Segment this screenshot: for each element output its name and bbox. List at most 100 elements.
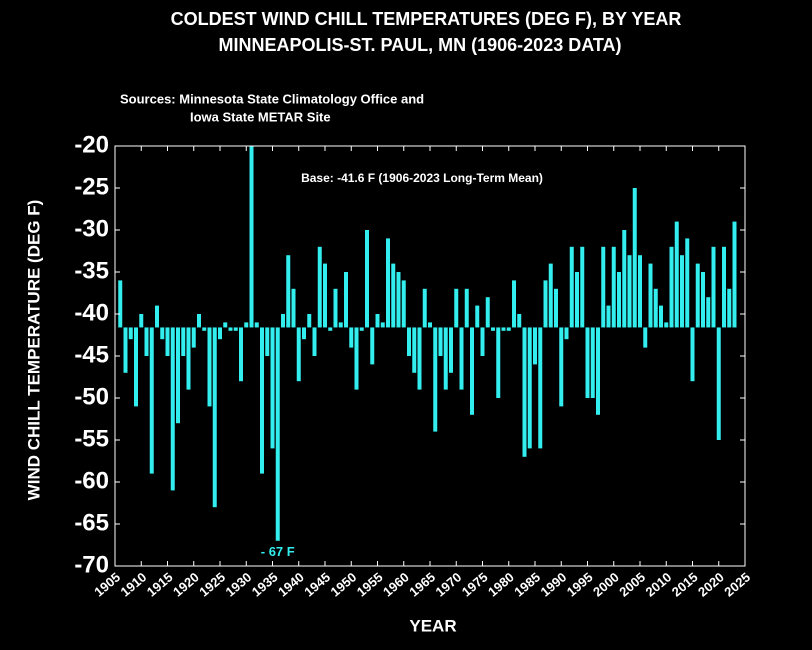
bar [223, 322, 228, 328]
y-tick-label: -20 [74, 131, 109, 158]
bar [149, 327, 154, 474]
bar [323, 263, 327, 328]
bar [155, 305, 159, 328]
bar [554, 288, 558, 328]
bar [543, 280, 548, 328]
bar [307, 314, 312, 328]
bar [349, 327, 354, 348]
y-tick-label: -25 [74, 173, 109, 200]
bar [617, 272, 621, 328]
bar [496, 327, 501, 398]
bar [449, 327, 453, 373]
bar [559, 327, 564, 407]
bar [454, 288, 459, 328]
chart-subtitle: MINNEAPOLIS-ST. PAUL, MN (1906-2023 DATA… [218, 35, 621, 55]
bar [643, 327, 648, 348]
y-tick-label: -70 [74, 551, 109, 578]
bar [375, 314, 380, 328]
bar [254, 322, 259, 328]
bar [354, 327, 359, 390]
bar [338, 322, 343, 328]
bar [197, 314, 201, 328]
bar [711, 246, 716, 328]
bar [674, 221, 679, 328]
y-tick-label: -30 [74, 215, 109, 242]
bar [134, 327, 138, 407]
bar [281, 314, 285, 328]
bar [575, 272, 579, 328]
bar [386, 238, 390, 328]
y-axis-label: WIND CHILL TEMPERATURE (DEG F) [24, 200, 43, 501]
bar [212, 327, 217, 508]
bar [218, 327, 222, 340]
x-axis-label: YEAR [409, 616, 456, 635]
source-note: Iowa State METAR Site [190, 109, 331, 124]
bar [517, 314, 522, 328]
bar [139, 314, 144, 328]
bar [580, 246, 585, 328]
bar [160, 327, 165, 340]
bar [475, 305, 480, 328]
bar [695, 263, 700, 328]
bar [501, 327, 506, 331]
bar [601, 246, 606, 328]
bar [480, 327, 485, 356]
bar [716, 327, 721, 440]
bar [265, 327, 270, 356]
bar [632, 188, 637, 328]
bar [181, 327, 186, 356]
bar [202, 327, 207, 331]
bar [359, 327, 364, 331]
bar [512, 280, 516, 328]
bar [611, 246, 616, 328]
y-tick-label: -55 [74, 425, 109, 452]
bar [680, 255, 684, 328]
bar [470, 327, 474, 415]
y-tick-label: -40 [74, 299, 109, 326]
bar [653, 288, 658, 328]
bar [443, 327, 448, 390]
bar [569, 246, 574, 328]
y-tick-label: -45 [74, 341, 109, 368]
bar [459, 327, 464, 390]
bar [706, 297, 711, 328]
bar [123, 327, 128, 373]
bar [412, 327, 417, 373]
bar [312, 327, 317, 356]
bar [286, 255, 291, 328]
bar [239, 327, 243, 382]
bar [391, 263, 396, 328]
bar [506, 327, 511, 331]
bar [396, 272, 401, 328]
bar [701, 272, 705, 328]
bar [260, 327, 264, 474]
bar [464, 288, 469, 328]
bar [118, 280, 123, 328]
bar [291, 288, 296, 328]
bar [317, 246, 322, 328]
bar [344, 272, 348, 328]
chart-title: COLDEST WIND CHILL TEMPERATURES (DEG F),… [171, 9, 682, 29]
y-tick-label: -50 [74, 383, 109, 410]
bar [491, 327, 495, 331]
bar [165, 327, 170, 356]
bar [485, 297, 490, 328]
bar [380, 322, 385, 328]
bar [638, 255, 642, 328]
bar [328, 327, 333, 331]
source-note: Sources: Minnesota State Climatology Off… [120, 91, 424, 106]
bar [422, 288, 427, 328]
bar [722, 246, 726, 328]
bar [648, 263, 653, 328]
y-tick-label: -35 [74, 257, 109, 284]
bar [176, 327, 180, 424]
min-annotation: - 67 F [261, 544, 295, 559]
bar [333, 288, 338, 328]
y-tick-label: -65 [74, 509, 109, 536]
bar [249, 146, 254, 328]
bar [191, 327, 196, 348]
bar [296, 327, 301, 382]
bar [596, 327, 600, 415]
bar [407, 327, 411, 356]
bar [438, 327, 443, 356]
